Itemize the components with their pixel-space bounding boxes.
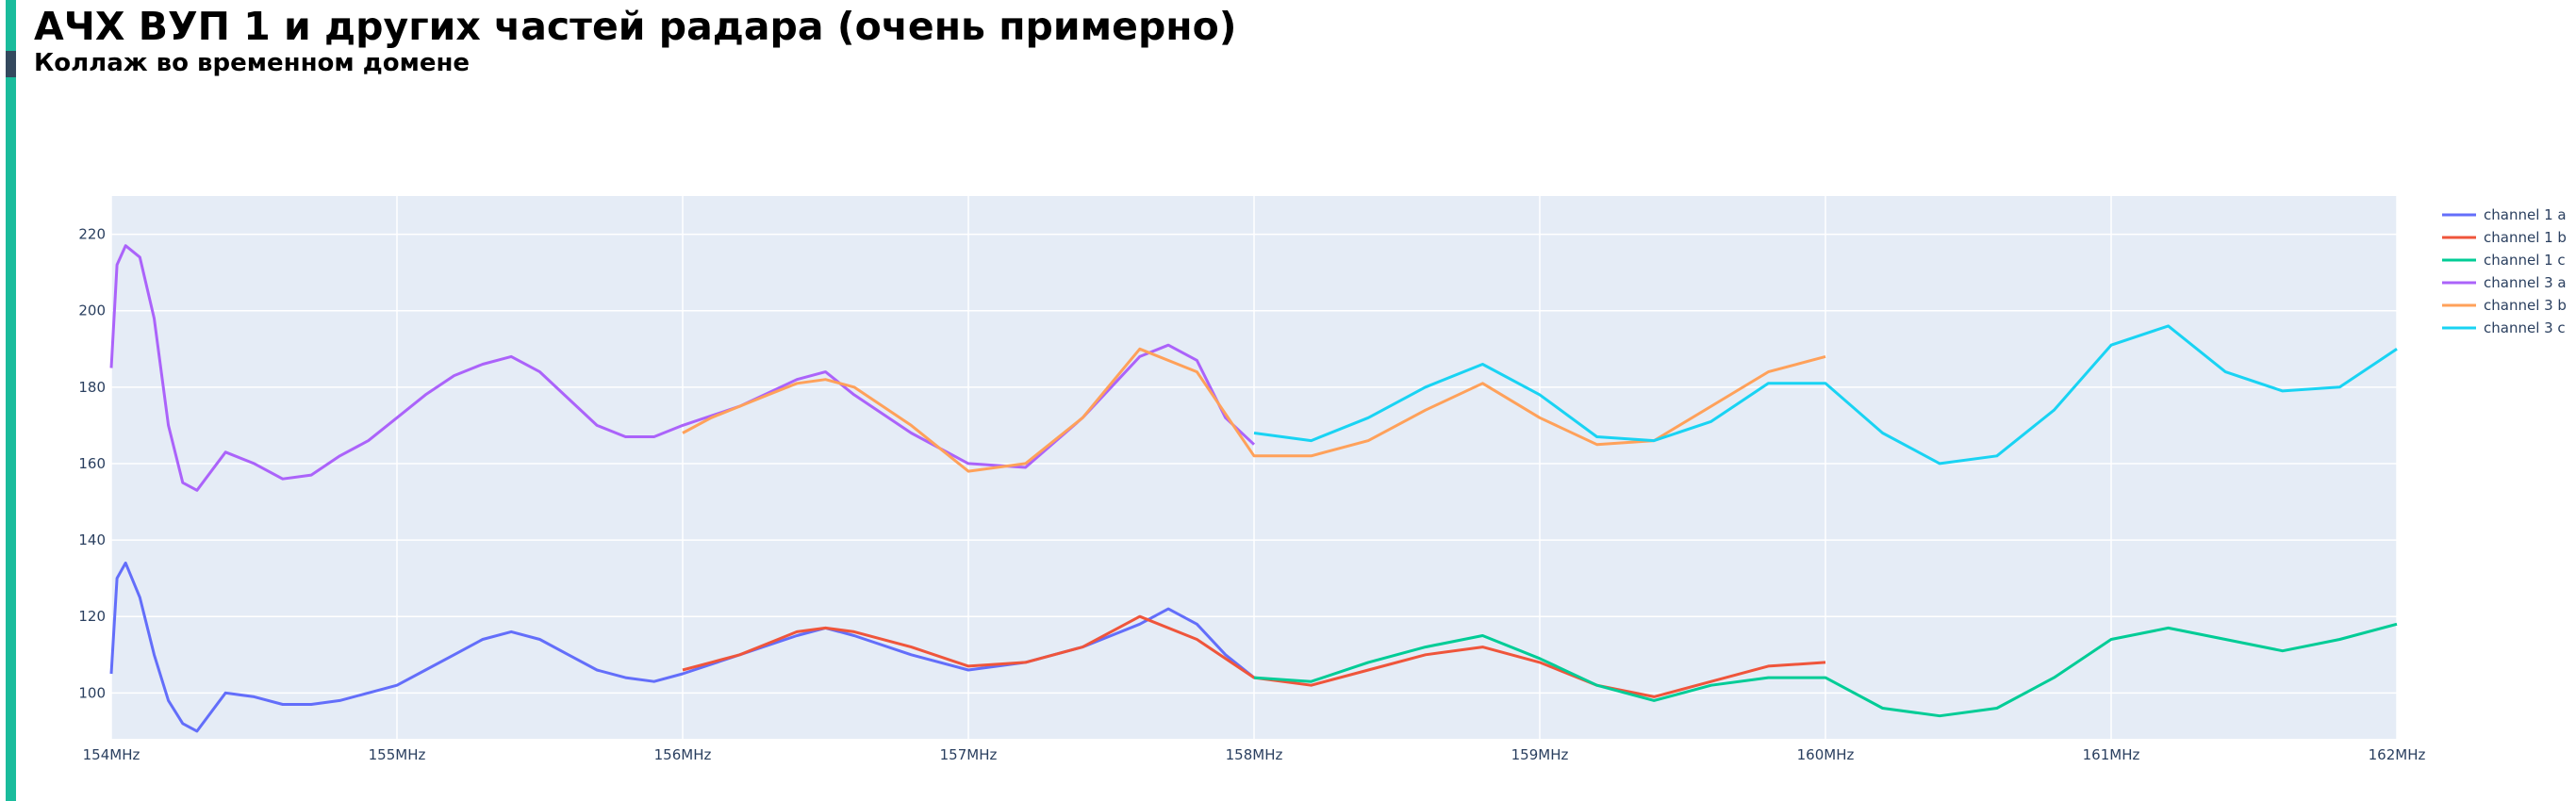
legend-item[interactable]: channel 1 c bbox=[2484, 252, 2566, 269]
x-tick-label: 160MHz bbox=[1797, 746, 1855, 763]
x-axis: 154MHz 155MHz 156MHz 157MHz 158MHz 159MHz 160M… bbox=[83, 746, 2426, 763]
y-tick-label: 160 bbox=[78, 455, 106, 472]
y-tick-label: 180 bbox=[78, 379, 106, 396]
legend-item[interactable]: channel 1 b bbox=[2484, 229, 2567, 246]
legend-item[interactable]: channel 3 a bbox=[2484, 274, 2567, 291]
x-tick-label: 157MHz bbox=[940, 746, 998, 763]
accent-bar bbox=[6, 0, 16, 801]
legend-item[interactable]: channel 1 a bbox=[2484, 206, 2567, 223]
series-line-channel-3-c bbox=[1253, 324, 2398, 466]
x-tick-label: 161MHz bbox=[2083, 746, 2140, 763]
x-tick-label: 162MHz bbox=[2369, 746, 2426, 763]
grid-lines bbox=[110, 196, 2398, 739]
legend: channel 1 a channel 1 b channel 1 c channel… bbox=[2442, 206, 2567, 336]
series-line-channel-3-b bbox=[682, 347, 1826, 473]
x-tick-label: 156MHz bbox=[654, 746, 712, 763]
y-tick-label: 100 bbox=[78, 684, 106, 701]
x-tick-label: 158MHz bbox=[1226, 746, 1283, 763]
y-tick-label: 220 bbox=[78, 226, 106, 243]
y-axis: 100 120 140 160 180 200 220 bbox=[78, 226, 106, 702]
y-tick-label: 200 bbox=[78, 302, 106, 319]
y-tick-label: 120 bbox=[78, 608, 106, 625]
series-lines bbox=[109, 244, 2398, 733]
page-title: АЧХ ВУП 1 и других частей радара (очень … bbox=[34, 4, 1237, 49]
legend-item[interactable]: channel 3 b bbox=[2484, 297, 2567, 314]
x-tick-label: 159MHz bbox=[1511, 746, 1569, 763]
x-tick-label: 155MHz bbox=[369, 746, 426, 763]
x-tick-label: 154MHz bbox=[83, 746, 140, 763]
page-subtitle: Коллаж во временном домене bbox=[34, 49, 471, 77]
series-line-channel-3-a bbox=[109, 244, 1256, 492]
y-tick-label: 140 bbox=[78, 531, 106, 548]
series-line-channel-1-c bbox=[1253, 622, 2398, 718]
legend-item[interactable]: channel 3 c bbox=[2484, 319, 2566, 336]
accent-marker bbox=[6, 51, 16, 77]
